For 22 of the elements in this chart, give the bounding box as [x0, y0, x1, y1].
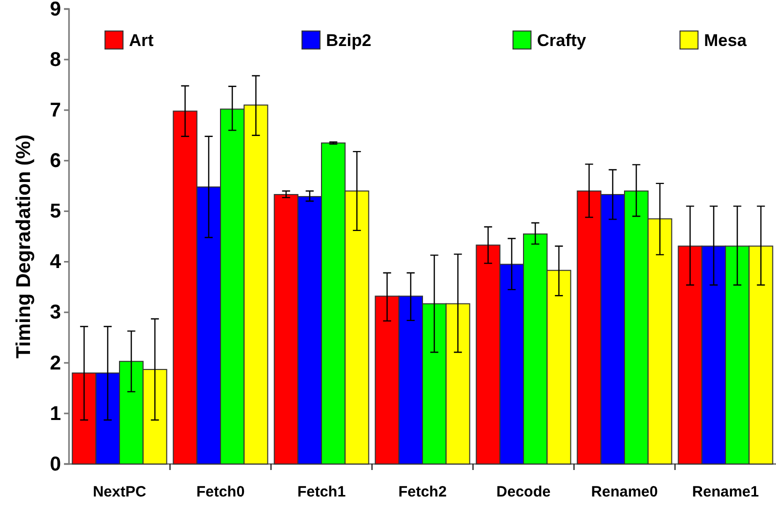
x-tick-label: Rename0: [591, 484, 658, 501]
legend-label: Bzip2: [326, 31, 372, 50]
x-tick-label: Decode: [496, 484, 551, 501]
y-tick-label: 5: [50, 200, 61, 223]
legend-label: Crafty: [537, 31, 587, 50]
legend-label: Art: [129, 31, 154, 50]
y-tick-label: 8: [50, 48, 61, 71]
legend-label: Mesa: [704, 31, 748, 50]
y-tick-label: 0: [50, 453, 61, 476]
y-tick-label: 4: [50, 251, 62, 274]
y-tick-label: 6: [50, 150, 61, 172]
y-tick-label: 9: [50, 0, 61, 20]
x-tick-label: Fetch2: [398, 484, 447, 501]
y-axis-title: Timing Degradation (%): [13, 134, 35, 359]
x-tick-label: NextPC: [92, 484, 146, 501]
y-tick-label: 7: [50, 100, 61, 122]
x-tick-label: Rename1: [692, 484, 759, 501]
y-tick-label: 1: [50, 402, 61, 425]
x-tick-label: Fetch1: [297, 484, 346, 501]
y-tick-label: 3: [50, 302, 61, 324]
x-tick-label: Fetch0: [196, 484, 245, 501]
y-tick-label: 2: [50, 352, 61, 374]
